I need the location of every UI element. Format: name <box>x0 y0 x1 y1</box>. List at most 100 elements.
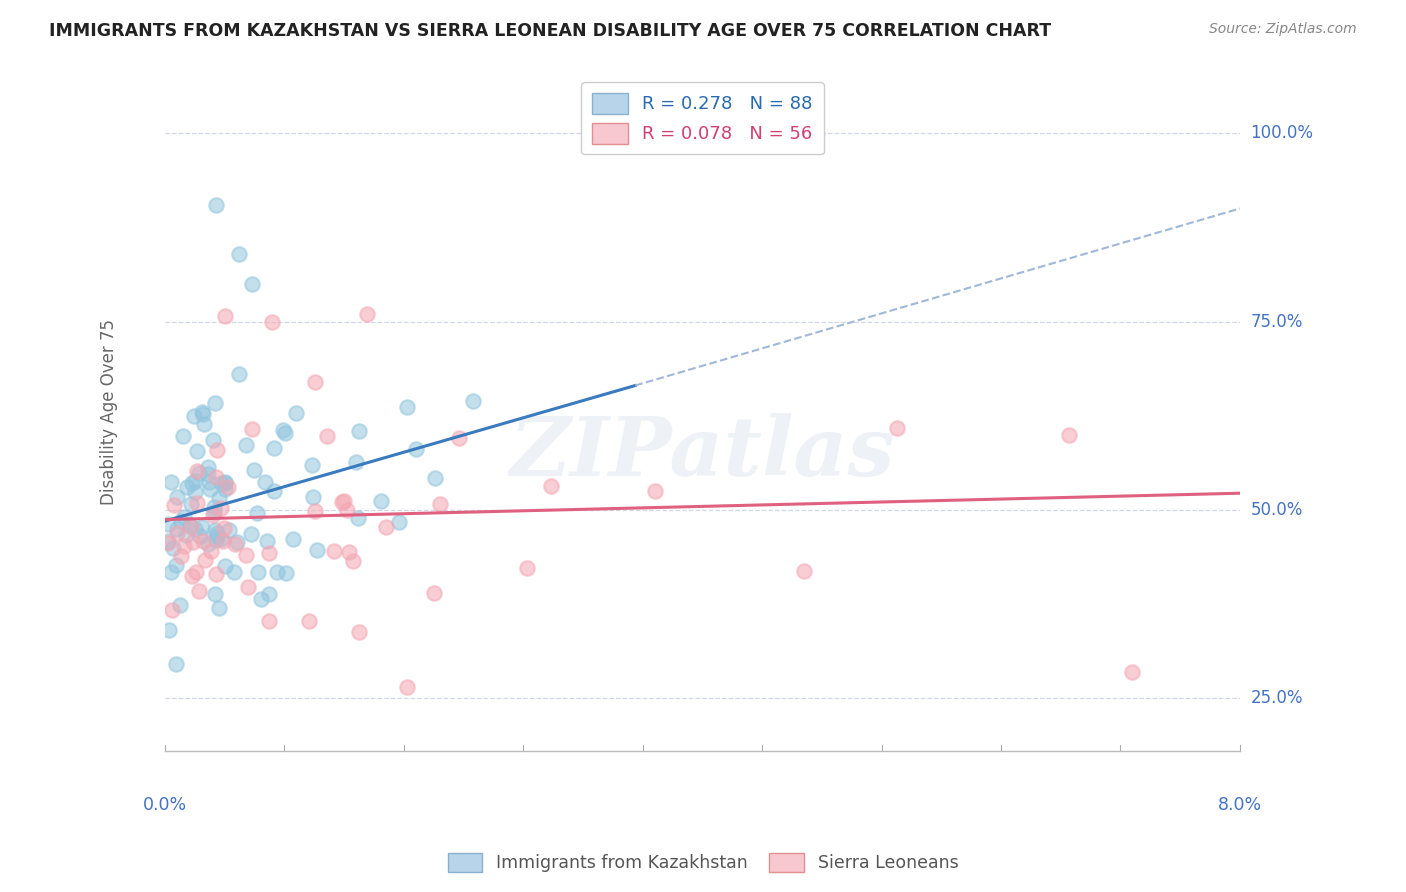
Point <box>274 426 297 441</box>
Point <box>200 543 222 558</box>
Point <box>179 518 201 533</box>
Point <box>186 464 208 478</box>
Point <box>793 564 815 578</box>
Point <box>191 405 214 419</box>
Point <box>184 474 207 488</box>
Point <box>395 400 418 414</box>
Point <box>330 495 353 509</box>
Point <box>222 566 245 580</box>
Point <box>224 536 246 550</box>
Point <box>156 533 179 548</box>
Text: Disability Age Over 75: Disability Age Over 75 <box>100 318 118 505</box>
Point <box>347 625 370 640</box>
Point <box>238 581 260 595</box>
Point <box>173 428 195 442</box>
Point <box>302 490 325 504</box>
Point <box>266 566 288 580</box>
Point <box>262 314 284 328</box>
Text: ZIPatlas: ZIPatlas <box>509 412 896 492</box>
Point <box>304 375 326 389</box>
Point <box>257 546 280 560</box>
Point <box>156 535 179 549</box>
Point <box>197 459 219 474</box>
Point <box>202 505 225 519</box>
Point <box>191 534 214 549</box>
Point <box>207 525 229 540</box>
Point <box>193 417 215 432</box>
Point <box>342 554 364 568</box>
Point <box>186 443 208 458</box>
Text: 75.0%: 75.0% <box>1250 312 1303 331</box>
Point <box>217 480 239 494</box>
Point <box>166 526 188 541</box>
Point <box>208 491 231 505</box>
Point <box>169 598 191 612</box>
Point <box>205 529 228 543</box>
Legend: Immigrants from Kazakhstan, Sierra Leoneans: Immigrants from Kazakhstan, Sierra Leone… <box>440 846 966 879</box>
Point <box>240 277 263 291</box>
Point <box>253 475 276 490</box>
Point <box>336 502 359 516</box>
Point <box>1057 427 1080 442</box>
Point <box>209 533 232 547</box>
Point <box>214 482 236 496</box>
Point <box>160 603 183 617</box>
Point <box>209 475 232 490</box>
Point <box>197 537 219 551</box>
Point <box>186 565 208 579</box>
Point <box>186 496 208 510</box>
Point <box>388 515 411 529</box>
Point <box>165 657 187 672</box>
Point <box>184 485 207 500</box>
Point <box>170 549 193 564</box>
Point <box>516 561 538 575</box>
Point <box>166 522 188 536</box>
Point <box>228 246 250 260</box>
Point <box>197 467 219 481</box>
Point <box>1121 665 1143 679</box>
Point <box>165 558 187 572</box>
Text: IMMIGRANTS FROM KAZAKHSTAN VS SIERRA LEONEAN DISABILITY AGE OVER 75 CORRELATION : IMMIGRANTS FROM KAZAKHSTAN VS SIERRA LEO… <box>49 22 1052 40</box>
Point <box>166 490 188 504</box>
Point <box>285 405 308 419</box>
Point <box>461 394 484 409</box>
Point <box>214 558 236 573</box>
Point <box>187 466 209 480</box>
Point <box>190 520 212 534</box>
Point <box>356 307 378 321</box>
Point <box>257 586 280 600</box>
Point <box>429 498 451 512</box>
Point <box>162 541 184 556</box>
Point <box>425 471 447 485</box>
Point <box>173 509 195 524</box>
Point <box>304 504 326 518</box>
Text: Source: ZipAtlas.com: Source: ZipAtlas.com <box>1209 22 1357 37</box>
Point <box>170 514 193 528</box>
Point <box>181 475 204 490</box>
Text: 25.0%: 25.0% <box>1250 689 1303 707</box>
Point <box>194 553 217 567</box>
Point <box>202 500 225 514</box>
Point <box>347 424 370 438</box>
Point <box>395 680 418 694</box>
Point <box>184 522 207 536</box>
Point <box>301 458 323 472</box>
Point <box>405 442 427 456</box>
Text: 0.0%: 0.0% <box>143 796 187 814</box>
Point <box>205 470 228 484</box>
Point <box>188 529 211 543</box>
Point <box>176 480 198 494</box>
Point <box>204 587 226 601</box>
Point <box>283 532 305 546</box>
Point <box>240 422 263 436</box>
Point <box>160 565 183 579</box>
Point <box>298 614 321 628</box>
Point <box>263 441 285 455</box>
Point <box>209 501 232 516</box>
Point <box>235 438 257 452</box>
Point <box>163 498 186 512</box>
Point <box>235 549 257 563</box>
Point <box>214 475 236 490</box>
Point <box>181 569 204 583</box>
Point <box>159 475 181 489</box>
